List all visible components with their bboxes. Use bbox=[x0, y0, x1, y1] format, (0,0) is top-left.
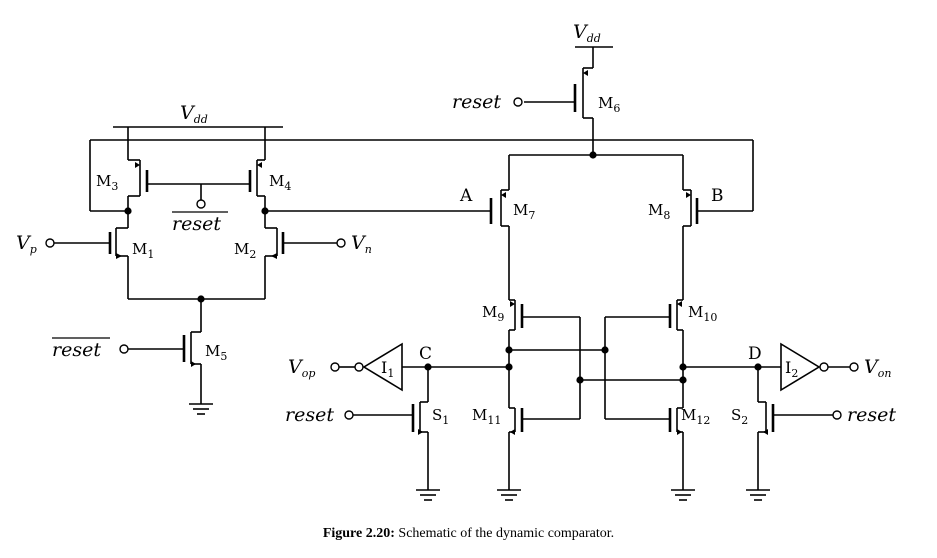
reset-bar-m5-terminal bbox=[119, 344, 129, 354]
cross-couple-wires bbox=[509, 317, 683, 420]
label-vp: Vp bbox=[16, 232, 37, 256]
label-reset-bar-m5: reset bbox=[52, 339, 101, 361]
label-m6: M6 bbox=[598, 94, 620, 115]
transistor-m4 bbox=[248, 127, 266, 211]
label-reset-s1: reset bbox=[285, 404, 334, 426]
transistor-m7 bbox=[489, 189, 510, 300]
label-s2: S2 bbox=[731, 406, 748, 427]
label-vop: Vop bbox=[288, 356, 315, 380]
switch-s2 bbox=[757, 367, 833, 486]
ground-s2 bbox=[746, 486, 770, 501]
m6-drain-loop bbox=[89, 139, 754, 212]
label-m7: M7 bbox=[513, 201, 535, 222]
label-reset-bar-pre: reset bbox=[172, 213, 221, 235]
reset-s2-terminal bbox=[832, 410, 842, 420]
vdd-rail-main bbox=[575, 46, 613, 68]
junction-dots bbox=[124, 151, 762, 384]
transistor-m10 bbox=[605, 299, 684, 408]
caption-label: Figure 2.20: bbox=[322, 526, 395, 541]
label-s1: S1 bbox=[432, 406, 449, 427]
label-vdd-latch: Vdd bbox=[180, 102, 208, 126]
figure-caption: Figure 2.20: Schematic of the dynamic co… bbox=[0, 526, 937, 542]
label-vdd-main: Vdd bbox=[573, 21, 601, 45]
reset-s1-terminal bbox=[344, 410, 354, 420]
transistor-m1 bbox=[54, 211, 129, 299]
transistor-m9 bbox=[508, 299, 580, 408]
label-m10: M10 bbox=[688, 303, 717, 324]
label-m2: M2 bbox=[234, 240, 256, 261]
label-vn: Vn bbox=[351, 232, 372, 256]
label-m5: M5 bbox=[205, 342, 227, 363]
label-i2: I2 bbox=[785, 358, 798, 380]
label-m4: M4 bbox=[269, 172, 291, 193]
vp-terminal bbox=[45, 238, 55, 248]
von-terminal bbox=[849, 362, 859, 372]
ground-m12 bbox=[671, 486, 695, 501]
inverter-i2 bbox=[780, 342, 850, 392]
transistor-m11 bbox=[508, 407, 524, 486]
label-node-a: A bbox=[459, 186, 473, 206]
transistor-m6 bbox=[524, 67, 594, 155]
label-i1: I1 bbox=[381, 358, 394, 380]
label-node-c: C bbox=[419, 344, 432, 364]
label-reset-top: reset bbox=[452, 91, 501, 113]
label-node-b: B bbox=[711, 186, 724, 206]
vop-terminal bbox=[330, 362, 340, 372]
switch-s1 bbox=[353, 367, 429, 486]
reset-bar-pre-terminal bbox=[196, 199, 206, 209]
label-reset-s2: reset bbox=[847, 404, 896, 426]
transistor-m5 bbox=[128, 298, 265, 400]
label-node-d: D bbox=[748, 344, 762, 364]
tail-node bbox=[508, 154, 684, 190]
label-m12: M12 bbox=[681, 406, 710, 427]
vn-terminal bbox=[336, 238, 346, 248]
label-m11: M11 bbox=[472, 406, 501, 427]
transistor-m8 bbox=[682, 189, 699, 300]
transistor-m12 bbox=[668, 407, 684, 486]
label-m3: M3 bbox=[96, 172, 118, 193]
ground-m11 bbox=[497, 486, 521, 501]
label-m1: M1 bbox=[132, 240, 154, 261]
label-von: Von bbox=[864, 356, 891, 380]
transistor-m2 bbox=[264, 211, 337, 299]
label-m8: M8 bbox=[648, 201, 670, 222]
ground-s1 bbox=[416, 486, 440, 501]
inverter-i1 bbox=[339, 342, 403, 392]
caption-text: Schematic of the dynamic comparator. bbox=[394, 526, 615, 541]
label-m9: M9 bbox=[482, 303, 504, 324]
comparator-schematic: Vdd Vdd reset reset reset reset reset Vp… bbox=[16, 21, 896, 501]
ground-m5 bbox=[189, 400, 213, 415]
reset-top-terminal bbox=[513, 97, 523, 107]
